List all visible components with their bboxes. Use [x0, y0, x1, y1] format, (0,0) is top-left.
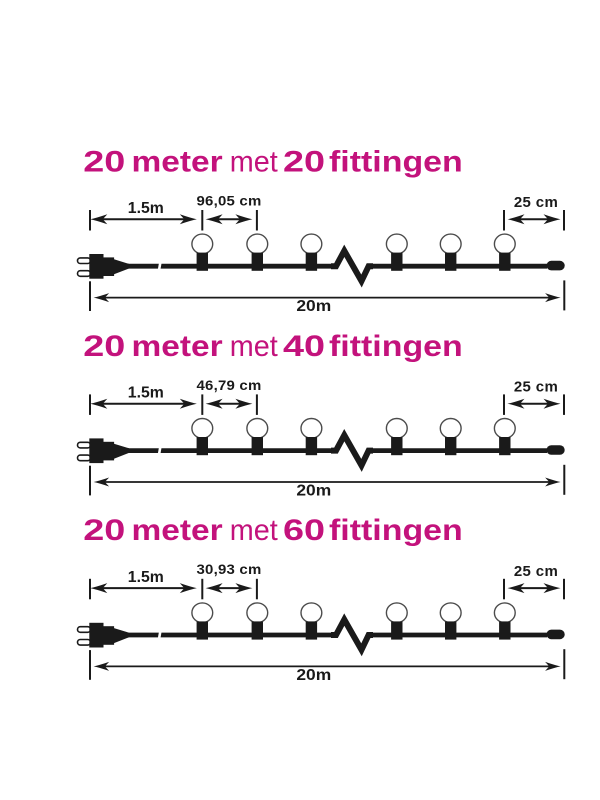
svg-text:20: 20 [283, 145, 325, 178]
svg-text:25 cm: 25 cm [514, 194, 558, 211]
svg-text:30,93 cm: 30,93 cm [197, 563, 262, 578]
svg-text:fittingen: fittingen [329, 329, 463, 363]
svg-text:20m: 20m [296, 482, 331, 499]
svg-text:fittingen: fittingen [329, 144, 463, 178]
svg-text:meter: meter [132, 328, 223, 362]
svg-text:met: met [230, 329, 278, 363]
svg-text:20: 20 [83, 514, 125, 547]
svg-text:20: 20 [83, 329, 125, 362]
svg-text:96,05 cm: 96,05 cm [197, 194, 262, 209]
svg-text:meter: meter [132, 144, 223, 178]
svg-text:40: 40 [283, 329, 325, 362]
svg-text:25 cm: 25 cm [514, 563, 558, 580]
svg-text:25 cm: 25 cm [514, 379, 558, 396]
svg-text:20m: 20m [296, 667, 331, 684]
svg-text:met: met [230, 145, 278, 179]
svg-text:meter: meter [132, 513, 223, 547]
svg-text:met: met [230, 514, 278, 548]
svg-text:20: 20 [83, 145, 125, 178]
svg-text:46,79 cm: 46,79 cm [197, 378, 262, 393]
svg-text:20m: 20m [296, 298, 331, 315]
svg-text:60: 60 [283, 514, 325, 547]
svg-text:fittingen: fittingen [329, 513, 463, 547]
svg-text:1.5m: 1.5m [128, 384, 164, 401]
svg-text:1.5m: 1.5m [128, 200, 164, 217]
svg-text:1.5m: 1.5m [128, 569, 164, 586]
